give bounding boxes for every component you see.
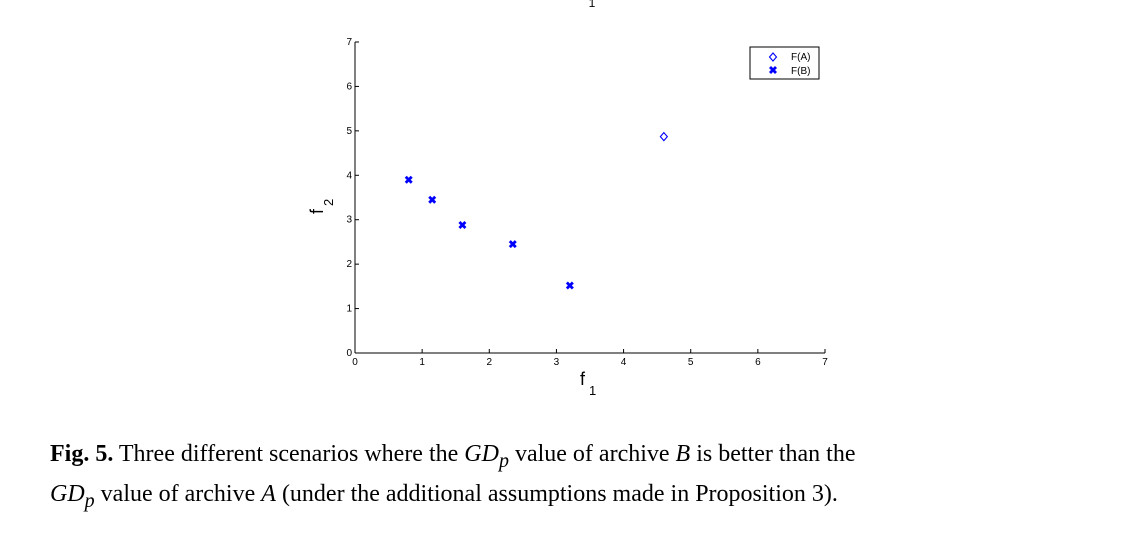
x-ticks: 0 1 2 3 4 5 6 7 <box>352 349 828 368</box>
caption-archive-b: B <box>675 441 691 467</box>
x-mark-stroke <box>565 281 574 290</box>
x-tick-label: 1 <box>419 357 425 368</box>
y-ticks: 0 1 2 3 4 5 6 7 <box>346 37 359 359</box>
x-tick-label: 7 <box>822 357 828 368</box>
data-points <box>404 131 669 290</box>
point-fb <box>508 240 517 249</box>
legend-marker-shape <box>769 66 777 74</box>
top-fragment: 1 <box>589 0 596 10</box>
point-fb <box>404 175 413 184</box>
point-fb <box>428 195 437 204</box>
x-axis-label-sub: 1 <box>589 383 596 398</box>
x-mark-stroke <box>769 66 777 74</box>
x-axis-label: f <box>580 369 586 389</box>
y-axis-label-sub: 2 <box>321 199 336 206</box>
caption-text-5: (under the additional assumptions made i… <box>275 480 838 507</box>
x-mark-stroke <box>428 195 437 204</box>
caption-label: Fig. 5. <box>50 441 114 467</box>
x-tick-label: 4 <box>621 357 627 368</box>
legend-label-fa: F(A) <box>791 52 810 63</box>
x-mark-stroke <box>508 240 517 249</box>
y-axis-label: f <box>307 208 327 214</box>
x-tick-label: 2 <box>487 357 493 368</box>
caption-archive-a: A <box>261 480 276 507</box>
caption-text-1: Three different scenarios where the <box>113 441 465 467</box>
point-fb <box>565 281 574 290</box>
caption-gd-1: GD <box>464 441 499 467</box>
caption-text-4: value of archive <box>94 480 262 507</box>
y-tick-label: 2 <box>346 259 352 270</box>
y-tick-label: 7 <box>346 37 352 48</box>
y-tick-label: 6 <box>346 81 352 92</box>
caption-text-3: is better than the <box>690 441 856 467</box>
point-fb <box>458 221 467 230</box>
y-tick-label: 0 <box>346 348 352 359</box>
legend-marker-fb <box>769 66 777 74</box>
legend-box <box>749 46 820 80</box>
x-mark-stroke <box>458 221 467 230</box>
caption-gd-sub-2: p <box>84 489 95 512</box>
x-tick-label: 5 <box>688 357 694 368</box>
caption-gd-sub-1: p <box>498 449 509 472</box>
legend-marker-fa <box>768 52 778 62</box>
y-tick-label: 4 <box>346 170 352 181</box>
x-tick-label: 6 <box>755 357 761 368</box>
legend: F(A) F(B) <box>749 46 820 80</box>
legend-label-fb: F(B) <box>791 66 810 77</box>
y-tick-label: 1 <box>346 304 352 315</box>
y-tick-label: 5 <box>346 126 352 137</box>
figure-caption: Fig. 5. Three different scenarios where … <box>50 438 1120 518</box>
caption-text-2: value of archive <box>508 441 676 467</box>
y-tick-label: 3 <box>346 215 352 226</box>
legend-marker-shape <box>768 52 778 62</box>
scatter-chart: 1 0 1 2 3 4 5 6 7 0 1 2 3 4 5 6 7 f 1 f 2 F(A) F(B) <box>307 0 828 398</box>
point-fa <box>659 131 669 142</box>
axes <box>354 42 825 354</box>
x-mark-stroke <box>404 175 413 184</box>
x-tick-label: 0 <box>352 357 358 368</box>
x-tick-label: 3 <box>554 357 560 368</box>
caption-gd-2: GD <box>50 480 85 507</box>
